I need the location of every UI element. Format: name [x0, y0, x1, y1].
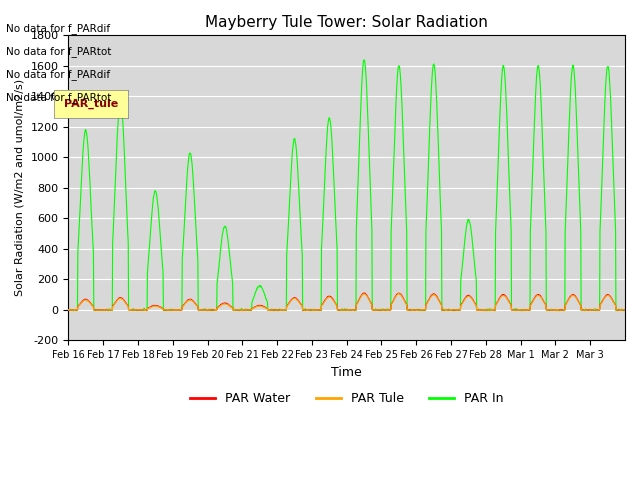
- Title: Mayberry Tule Tower: Solar Radiation: Mayberry Tule Tower: Solar Radiation: [205, 15, 488, 30]
- X-axis label: Time: Time: [332, 366, 362, 379]
- Text: No data for f_PARdif: No data for f_PARdif: [6, 23, 111, 34]
- Text: No data for f_PARdif: No data for f_PARdif: [6, 69, 111, 80]
- Text: No data for f_PARtot: No data for f_PARtot: [6, 46, 112, 57]
- Legend: PAR Water, PAR Tule, PAR In: PAR Water, PAR Tule, PAR In: [186, 387, 508, 410]
- Y-axis label: Solar Radiation (W/m2 and umol/m2/s): Solar Radiation (W/m2 and umol/m2/s): [15, 79, 25, 297]
- Text: No data for f_PARtot: No data for f_PARtot: [6, 92, 112, 103]
- Text: PAR_tule: PAR_tule: [64, 98, 118, 109]
